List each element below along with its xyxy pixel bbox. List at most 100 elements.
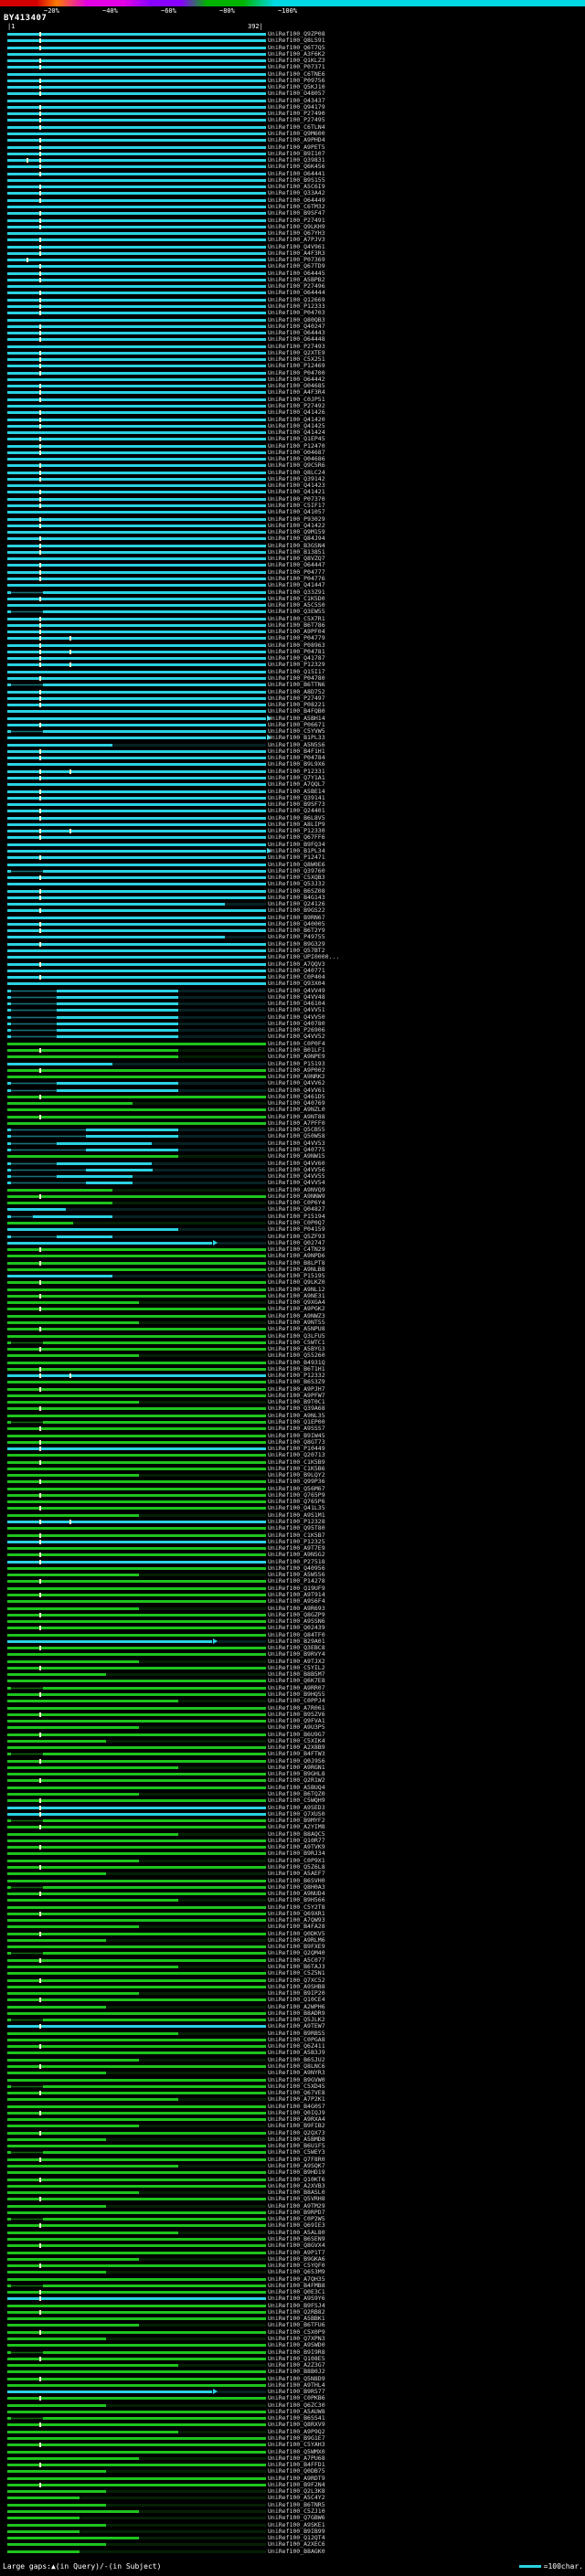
hit-bar[interactable] bbox=[7, 1633, 266, 1637]
alignment-row[interactable]: UniRef100_B4FTW3 bbox=[0, 1751, 585, 1757]
hit-bar[interactable] bbox=[7, 1387, 266, 1391]
alignment-row[interactable]: UniRef100_A8LIP9 bbox=[0, 821, 585, 828]
alignment-row[interactable]: UniRef100_B9SF47 bbox=[0, 209, 585, 217]
hit-label[interactable]: UniRef100_B6TFU6 bbox=[268, 2321, 325, 2329]
alignment-row[interactable]: UniRef100_Q8GT73 bbox=[0, 1438, 585, 1446]
hit-bar[interactable] bbox=[7, 1680, 266, 1683]
hit-label[interactable]: UniRef100_A9NYR3 bbox=[268, 2069, 325, 2077]
alignment-row[interactable]: UniRef100_B8B0J2 bbox=[0, 2369, 585, 2375]
hit-bar[interactable] bbox=[7, 2045, 266, 2049]
hit-bar[interactable] bbox=[7, 66, 266, 69]
alignment-row[interactable]: UniRef100_P93029 bbox=[0, 515, 585, 523]
alignment-row[interactable]: UniRef100_O04686 bbox=[0, 455, 585, 462]
hit-label[interactable]: UniRef100_Q93X04 bbox=[268, 980, 325, 988]
alignment-row[interactable]: UniRef100_A9S6F4 bbox=[0, 1597, 585, 1605]
hit-bar[interactable] bbox=[7, 1500, 266, 1504]
hit-bar[interactable] bbox=[7, 1493, 266, 1497]
hit-label[interactable]: UniRef100_B9FQ34 bbox=[268, 840, 325, 848]
hit-bar[interactable] bbox=[7, 1925, 140, 1929]
hit-label[interactable]: UniRef100_B9T0C1 bbox=[268, 1398, 325, 1406]
hit-label[interactable]: UniRef100_B9G329 bbox=[268, 939, 325, 948]
alignment-row[interactable]: UniRef100_Q6K456 bbox=[0, 164, 585, 170]
alignment-row[interactable]: UniRef100_Q40775 bbox=[0, 1146, 585, 1153]
hit-bar[interactable] bbox=[7, 1673, 106, 1677]
hit-label[interactable]: UniRef100_Q461D5 bbox=[268, 1092, 325, 1100]
hit-bar[interactable] bbox=[7, 112, 266, 116]
alignment-row[interactable]: UniRef100_P10449 bbox=[0, 1445, 585, 1452]
hit-label[interactable]: UniRef100_C5X7R1 bbox=[268, 614, 325, 622]
hit-bar[interactable] bbox=[7, 232, 266, 236]
hit-label[interactable]: UniRef100_Q95T80 bbox=[268, 1524, 325, 1532]
hit-bar[interactable] bbox=[7, 365, 266, 368]
hit-label[interactable]: UniRef100_C0P0F4 bbox=[268, 1039, 325, 1047]
alignment-row[interactable]: UniRef100_A9NWZ3 bbox=[0, 1312, 585, 1320]
hit-bar[interactable] bbox=[7, 2549, 80, 2553]
alignment-row[interactable]: UniRef100_A9NW15 bbox=[0, 1153, 585, 1160]
hit-bar[interactable] bbox=[7, 2324, 140, 2327]
alignment-row[interactable]: UniRef100_Q9LKZ0 bbox=[0, 1279, 585, 1286]
hit-label[interactable]: UniRef100_Q99P36 bbox=[268, 1478, 325, 1486]
hit-bar[interactable] bbox=[7, 2098, 179, 2102]
hit-label[interactable]: UniRef100_B8B5M7 bbox=[268, 1670, 325, 1679]
hit-label[interactable]: UniRef100_P12469 bbox=[268, 362, 325, 370]
alignment-row[interactable]: UniRef100_P04784 bbox=[0, 754, 585, 761]
hit-bar[interactable] bbox=[7, 464, 266, 468]
alignment-row[interactable]: UniRef100_B6TNR5 bbox=[0, 2501, 585, 2508]
hit-bar[interactable] bbox=[7, 1600, 266, 1604]
alignment-row[interactable]: UniRef100_Q39141 bbox=[0, 794, 585, 801]
hit-label[interactable]: UniRef100_C0P9X1 bbox=[268, 1856, 325, 1864]
alignment-row[interactable]: UniRef100_Q40769 bbox=[0, 1099, 585, 1107]
hit-label[interactable]: UniRef100_A9U3P5 bbox=[268, 1723, 325, 1732]
alignment-row[interactable]: UniRef100_A5C5S0 bbox=[0, 601, 585, 609]
hit-bar[interactable] bbox=[7, 2476, 266, 2480]
hit-label[interactable]: UniRef100_C1K5B6 bbox=[268, 1464, 325, 1472]
hit-label[interactable]: UniRef100_A9NLB8 bbox=[268, 1265, 325, 1273]
alignment-row[interactable]: UniRef100_B9SZV6 bbox=[0, 1711, 585, 1718]
hit-label[interactable]: UniRef100_C0PKB6 bbox=[268, 2394, 325, 2402]
hit-bar[interactable] bbox=[7, 1527, 266, 1531]
hit-label[interactable]: UniRef100_Q24126 bbox=[268, 900, 325, 908]
hit-label[interactable]: UniRef100_Q1EP00 bbox=[268, 1418, 325, 1426]
hit-bar[interactable] bbox=[7, 2337, 106, 2340]
hit-bar[interactable] bbox=[7, 1121, 266, 1125]
alignment-row[interactable]: UniRef100_B4FFD1 bbox=[0, 2461, 585, 2468]
hit-bar[interactable] bbox=[7, 139, 266, 143]
hit-label[interactable]: UniRef100_Q41787 bbox=[268, 654, 325, 663]
hit-bar[interactable] bbox=[43, 1421, 266, 1424]
hit-bar[interactable] bbox=[7, 2038, 266, 2041]
hit-bar[interactable] bbox=[7, 371, 266, 375]
alignment-row[interactable]: UniRef100_A9NYR3 bbox=[0, 2069, 585, 2077]
hit-bar[interactable] bbox=[7, 790, 266, 793]
hit-bar[interactable] bbox=[7, 2104, 266, 2108]
hit-bar[interactable] bbox=[7, 1394, 266, 1397]
hit-bar[interactable] bbox=[7, 1255, 266, 1258]
alignment-row[interactable]: UniRef100_Q5JLK2 bbox=[0, 2016, 585, 2023]
hit-label[interactable]: UniRef100_Q33A42 bbox=[268, 189, 325, 197]
hit-bar[interactable] bbox=[7, 458, 266, 461]
hit-bar[interactable] bbox=[7, 239, 266, 242]
alignment-row[interactable]: UniRef100_C1K5D0 bbox=[0, 595, 585, 602]
hit-bar[interactable] bbox=[7, 46, 266, 49]
alignment-row[interactable]: UniRef100_A9NNW9 bbox=[0, 1193, 585, 1200]
alignment-row[interactable]: UniRef100_A9TVK9 bbox=[0, 1843, 585, 1850]
hit-bar[interactable] bbox=[7, 2297, 266, 2301]
hit-label[interactable]: UniRef100_Q7F8R0 bbox=[268, 2155, 325, 2163]
hit-bar[interactable] bbox=[7, 2251, 266, 2254]
alignment-row[interactable]: UniRef100_P12333 bbox=[0, 302, 585, 310]
alignment-row[interactable]: UniRef100_B8ADR9 bbox=[0, 2009, 585, 2017]
hit-label[interactable]: UniRef100_P27491 bbox=[268, 216, 325, 224]
hit-label[interactable]: UniRef100_Q1EP45 bbox=[268, 435, 325, 443]
hit-bar[interactable] bbox=[7, 192, 266, 196]
hit-label[interactable]: UniRef100_Q6K7E8 bbox=[268, 1677, 325, 1685]
alignment-row[interactable]: UniRef100_B6SVH0 bbox=[0, 1877, 585, 1884]
alignment-row[interactable]: UniRef100_C0PGA8 bbox=[0, 2036, 585, 2043]
alignment-row[interactable]: UniRef100_Q6K7E8 bbox=[0, 1678, 585, 1684]
hit-bar[interactable] bbox=[7, 1899, 179, 1903]
alignment-row[interactable]: UniRef100_B9HD19 bbox=[0, 2169, 585, 2176]
hit-bar[interactable] bbox=[7, 816, 266, 820]
hit-bar[interactable] bbox=[7, 1354, 140, 1358]
alignment-row[interactable]: UniRef100_B4FA28 bbox=[0, 1924, 585, 1930]
hit-label[interactable]: UniRef100_A2XEC6 bbox=[268, 2540, 325, 2549]
hit-bar[interactable] bbox=[7, 398, 266, 401]
hit-label[interactable]: UniRef100_B4FQB0 bbox=[268, 707, 325, 716]
